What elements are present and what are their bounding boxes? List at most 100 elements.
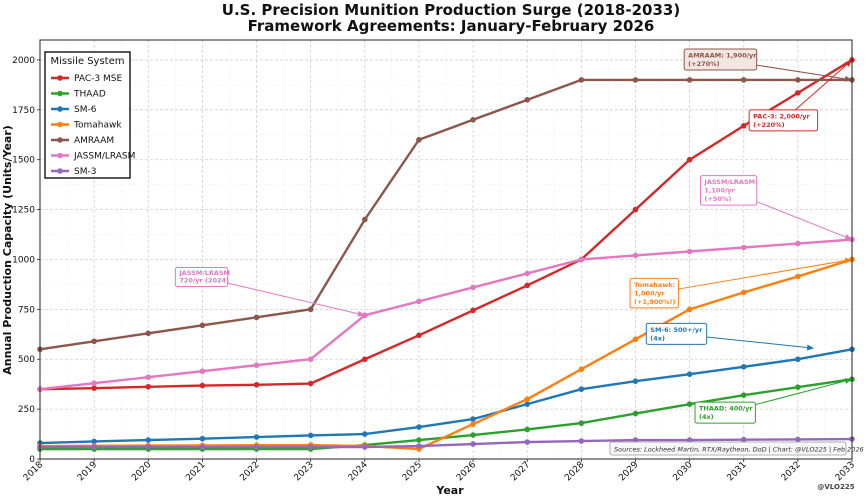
data-point: [416, 298, 422, 305]
data-point: [362, 431, 368, 437]
data-point: [740, 392, 747, 398]
data-point: [795, 240, 801, 247]
x-tick-label: 2028: [563, 460, 586, 483]
annotation: AMRAAM: 1,900/yr(+270%): [683, 48, 852, 82]
x-tick-label: 2019: [76, 460, 99, 483]
data-point: [470, 421, 476, 427]
series-sm-6: [37, 346, 855, 446]
annotation-box: [645, 322, 708, 345]
annotation-arrow: [654, 260, 846, 294]
legend-swatch-marker: [57, 137, 63, 143]
legend-swatch-marker: [57, 75, 63, 81]
data-point: [91, 380, 97, 386]
data-point: [578, 77, 585, 83]
chart-subtitle: Framework Agreements: January-February 2…: [248, 17, 655, 35]
legend-swatch-marker: [57, 90, 63, 97]
data-point: [253, 444, 260, 450]
data-point: [145, 383, 152, 390]
data-point: [795, 90, 801, 96]
legend-label: AMRAAM: [74, 136, 114, 146]
legend-label: SM-3: [74, 167, 96, 177]
data-point: [632, 378, 639, 384]
y-tick-label: 1250: [12, 206, 35, 216]
grid-lines: [39, 40, 853, 460]
x-tick-label: 2031: [726, 460, 749, 483]
y-tick-label: 1000: [12, 255, 35, 265]
legend-label: SM-6: [74, 105, 97, 115]
data-point: [632, 336, 639, 343]
data-point: [740, 436, 747, 443]
y-tick-label: 250: [18, 405, 35, 415]
data-point: [470, 441, 476, 447]
data-point: [632, 437, 639, 443]
annotation: SM-6: 500+/yr(4x): [645, 322, 815, 351]
x-tick-label: 2033: [834, 460, 857, 483]
series-line: [39, 258, 853, 451]
annotation-text: 1,100/yr: [704, 187, 735, 195]
x-tick-label: 2030: [671, 460, 694, 483]
series-line: [39, 238, 853, 391]
legend-swatch-marker: [57, 152, 63, 159]
data-point: [470, 284, 476, 291]
series-amraam: [37, 77, 855, 353]
x-tick-label: 2029: [617, 460, 640, 483]
data-point: [795, 384, 801, 390]
data-point: [686, 306, 693, 313]
data-point: [740, 364, 747, 370]
annotation-arrowhead: [844, 234, 852, 240]
data-point: [91, 338, 97, 345]
legend-swatch-marker: [57, 168, 63, 174]
data-point: [307, 356, 314, 363]
source-note: Sources: Lockheed Martin, RTX/Raytheon, …: [609, 441, 864, 456]
x-tick-label: 2025: [401, 460, 424, 483]
annotation-box: [629, 277, 679, 309]
data-point: [253, 314, 260, 321]
data-point: [795, 77, 801, 83]
annotation-text: AMRAAM: 1,900/yr: [688, 51, 757, 59]
x-axis-label: Year: [435, 484, 464, 497]
annotation-text: 1,000/yr: [634, 289, 665, 297]
x-tick-label: 2032: [780, 460, 803, 483]
data-point: [470, 416, 476, 422]
annotation-text: 720/yr (2024): [179, 276, 229, 284]
legend-title: Missile System: [50, 56, 124, 67]
data-point: [740, 77, 747, 83]
data-point: [632, 206, 639, 213]
legend-label: Tomahawk: [73, 121, 122, 131]
annotation-text: (+1,900%!): [634, 298, 675, 306]
legend-label: THAAD: [73, 90, 106, 100]
y-tick-label: 750: [18, 305, 35, 315]
annotation-text: (+220%): [753, 121, 784, 129]
data-point: [686, 437, 693, 443]
watermark-text: @VLO225: [817, 483, 854, 491]
data-point: [686, 248, 693, 255]
source-note-text: Sources: Lockheed Martin, RTX/Raytheon, …: [614, 446, 864, 454]
x-tick-label: 2024: [347, 460, 370, 483]
data-point: [686, 401, 693, 407]
annotation-text: SM-6: 500+/yr: [650, 326, 703, 334]
data-point: [307, 432, 314, 439]
data-point: [362, 312, 368, 319]
annotation-arrowhead: [844, 75, 852, 82]
data-point: [145, 444, 152, 450]
data-point: [416, 424, 422, 430]
annotation-arrowhead: [806, 344, 815, 351]
series-sm-3: [37, 436, 855, 450]
data-point: [253, 381, 260, 388]
legend-item: Tomahawk: [51, 121, 122, 131]
legend: Missile System PAC-3 MSE THAAD SM-6 Tomahawk…: [44, 51, 135, 179]
data-point: [416, 437, 422, 443]
annotation-arrowhead: [844, 257, 852, 264]
legend-swatch-marker: [57, 106, 63, 112]
y-tick-label: 1750: [12, 106, 35, 116]
annotation-text: (4x): [650, 334, 665, 342]
annotations: AMRAAM: 1,900/yr(+270%)PAC-3: 2,000/yr(+…: [174, 48, 852, 424]
data-point: [740, 244, 747, 251]
data-point: [416, 332, 422, 339]
data-point: [145, 374, 152, 380]
data-point: [524, 426, 530, 433]
series-line: [39, 78, 852, 351]
source-note-box: [609, 441, 847, 456]
y-tick-label: 1500: [12, 156, 35, 166]
annotation-box: [748, 109, 819, 132]
